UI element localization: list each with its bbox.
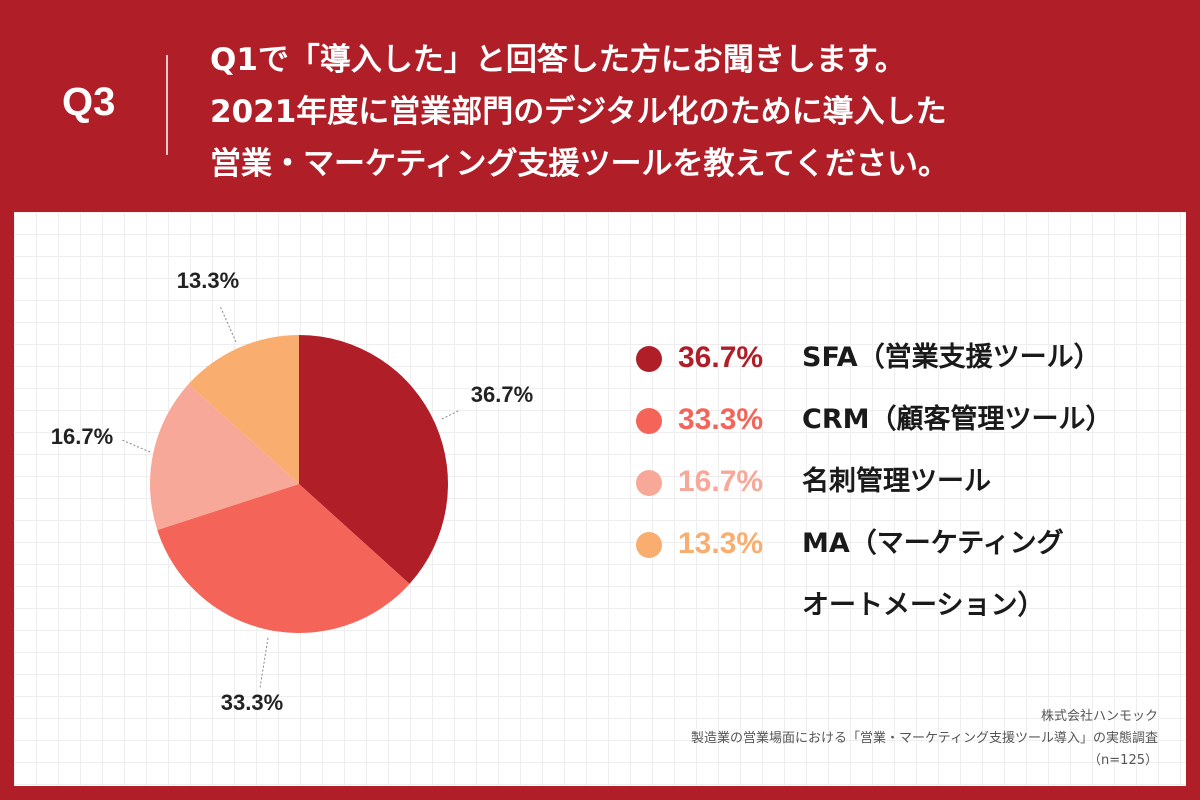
pie-leader-line bbox=[441, 409, 461, 420]
legend-name: CRM（顧客管理ツール） bbox=[802, 398, 1112, 460]
pie-chart: 36.7% 33.3% 16.7% 13.3% bbox=[51, 268, 533, 715]
pie-data-label: 33.3% bbox=[221, 690, 283, 715]
question-line: 2021年度に営業部門のデジタル化のために導入した bbox=[210, 94, 947, 130]
pie-leader-line bbox=[121, 439, 151, 453]
question-number: Q3 bbox=[62, 80, 116, 124]
header: Q3 Q1で「導入した」と回答した方にお聞きします。 2021年度に営業部門のデ… bbox=[0, 0, 1200, 212]
pie-data-label: 16.7% bbox=[51, 424, 113, 449]
pie-slice bbox=[150, 384, 299, 531]
chart-card: 36.7% 33.3% 16.7% 13.3% 36.7% SFA（営業支援ツール） … bbox=[14, 212, 1186, 786]
legend-name-line: SFA（営業支援ツール） bbox=[802, 342, 1101, 373]
legend-name: SFA（営業支援ツール） bbox=[802, 336, 1101, 398]
legend-dot bbox=[636, 470, 662, 496]
source-note: 株式会社ハンモック 製造業の営業場面における「営業・マーケティング支援ツール導入… bbox=[691, 706, 1158, 772]
question-text: Q1で「導入した」と回答した方にお聞きします。 2021年度に営業部門のデジタル… bbox=[210, 34, 949, 190]
pie-data-label: 13.3% bbox=[177, 268, 239, 293]
pie-slice bbox=[188, 335, 299, 484]
question-line: Q1で「導入した」と回答した方にお聞きします。 bbox=[210, 42, 906, 78]
legend-name-line: オートメーション） bbox=[802, 590, 1045, 621]
source-company: 株式会社ハンモック bbox=[1040, 709, 1158, 724]
pie-leader-line bbox=[219, 305, 237, 343]
legend-name-line: CRM（顧客管理ツール） bbox=[802, 404, 1113, 435]
pie-data-label: 36.7% bbox=[471, 382, 533, 407]
legend-name: 名刺管理ツール bbox=[802, 460, 991, 522]
legend-dot bbox=[636, 346, 662, 372]
legend-dot bbox=[636, 408, 662, 434]
pie-slice bbox=[157, 484, 410, 633]
legend-percent: 16.7% bbox=[678, 465, 764, 498]
legend-dot bbox=[636, 532, 662, 558]
pie-leader-line bbox=[259, 637, 269, 689]
legend-name-line: 名刺管理ツール bbox=[802, 466, 991, 497]
header-divider bbox=[166, 55, 168, 155]
question-line: 営業・マーケティング支援ツールを教えてください。 bbox=[210, 146, 950, 182]
legend-name: MA（マーケティング オートメーション） bbox=[802, 522, 1064, 646]
source-sample: （n=125） bbox=[1088, 753, 1158, 768]
legend-percent: 33.3% bbox=[678, 403, 764, 436]
legend-name-line: MA（マーケティング bbox=[802, 528, 1064, 559]
source-survey: 製造業の営業場面における「営業・マーケティング支援ツール導入」の実態調査 bbox=[691, 731, 1158, 746]
legend-percent: 13.3% bbox=[678, 527, 764, 560]
legend-percent: 36.7% bbox=[678, 341, 764, 374]
pie-slice bbox=[299, 335, 449, 584]
